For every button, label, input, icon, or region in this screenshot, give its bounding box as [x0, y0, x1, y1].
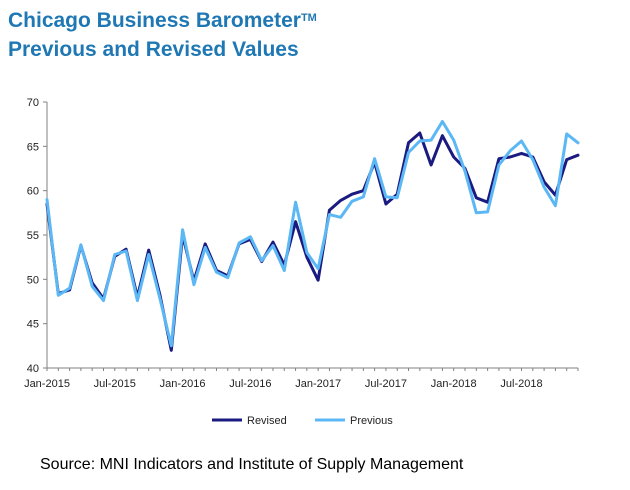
y-tick-label: 45	[27, 319, 39, 331]
chart-title: Chicago Business BarometerTM Previous an…	[8, 6, 317, 64]
y-tick-label: 40	[27, 363, 39, 375]
x-tick-label: Jan-2015	[24, 378, 70, 390]
y-tick-label: 60	[27, 186, 39, 198]
chart-series	[45, 120, 580, 352]
line-chart: 40 45 50 55 60 65 70 Jan-2015 Jul-2015 Jan-2016 Ju…	[24, 97, 580, 427]
legend-label-previous: Previous	[350, 415, 393, 427]
x-tick-label: Jul-2015	[94, 378, 136, 390]
y-tick-label: 50	[27, 274, 39, 286]
x-tick-label: Jul-2017	[365, 378, 407, 390]
source-note: Source: MNI Indicators and Institute of …	[40, 456, 464, 473]
chart-axes: 40 45 50 55 60 65 70 Jan-2015 Jul-2015 Jan-2016 Ju…	[24, 97, 579, 390]
series-line-previous	[45, 120, 580, 348]
y-tick-label: 55	[27, 230, 39, 242]
x-tick-label: Jul-2018	[500, 378, 542, 390]
title-line-1: Chicago Business BarometerTM	[8, 9, 317, 32]
y-tick-label: 70	[27, 97, 39, 109]
title-line-2: Previous and Revised Values	[8, 38, 299, 61]
x-tick-label: Jan-2017	[295, 378, 341, 390]
chart-legend: Revised Previous	[212, 415, 393, 427]
legend-label-revised: Revised	[247, 415, 287, 427]
trademark-mark: TM	[300, 12, 317, 24]
x-tick-label: Jan-2016	[160, 378, 206, 390]
x-tick-label: Jan-2018	[431, 378, 477, 390]
x-tick-label: Jul-2016	[229, 378, 271, 390]
y-tick-label: 65	[27, 141, 39, 153]
